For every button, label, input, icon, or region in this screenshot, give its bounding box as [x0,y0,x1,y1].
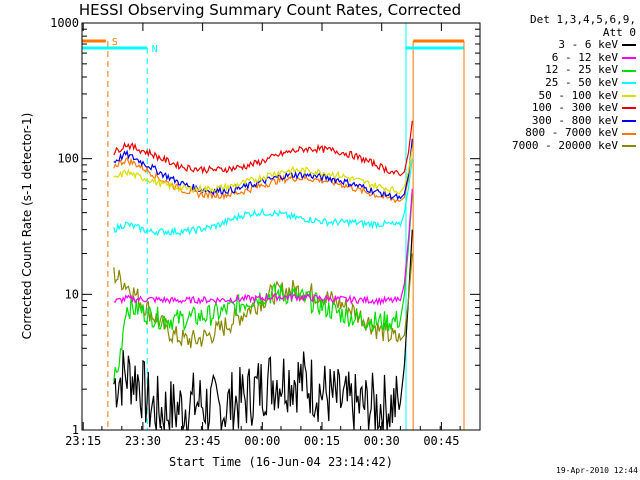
legend-swatch [622,69,636,72]
plot-timestamp: 19-Apr-2010 12:44 [556,466,638,475]
legend-entry-label: 3 - 6 keV [558,38,618,52]
legend-entry-label: 50 - 100 keV [538,88,618,102]
legend-swatch [622,94,636,97]
saa-marker-label: S [112,37,118,48]
x-tick-label: 23:45 [185,434,221,448]
series-line-3-6-kev [113,229,413,431]
legend-swatch [622,82,636,85]
series-line-800-7000-kev [113,143,413,204]
legend-swatch [622,132,636,135]
series-lines [113,120,413,431]
legend-entry: 7000 - 20000 keV [486,138,636,153]
legend-swatch [622,107,636,110]
legend-swatch [622,120,636,123]
legend-subtitle: Att 0 [602,25,636,39]
series-line-100-300-kev [113,120,413,177]
x-tick-label: 00:00 [244,434,280,448]
legend-entry: 3 - 6 keV [486,39,636,52]
legend-entry-label: 7000 - 20000 keV [512,138,618,152]
x-tick-label: 00:30 [364,434,400,448]
legend-entry: 25 - 50 keV [486,75,636,90]
legend-entry: 300 - 800 keV [486,113,636,128]
x-tick-label: 23:15 [65,434,101,448]
y-tick-label: 1 [72,423,79,437]
legend: Det 1,3,4,5,6,9, Att 0 3 - 6 keV 6 - 12 k… [486,13,636,153]
y-axis-label: Corrected Count Rate (s-1 detector-1) [20,113,34,340]
x-tick-label: 00:45 [423,434,459,448]
series-line-12-25-kev [113,193,413,381]
legend-entry: 50 - 100 keV [486,88,636,103]
legend-entry: 100 - 300 keV [486,102,636,115]
axes: 23:15 23:30 23:45 00:00 00:15 00:30 00:45 1 10 10… [50,16,481,448]
night-marker-label: N [152,44,158,55]
x-tick-label: 23:30 [125,434,161,448]
series-line-50-100-kev [113,147,413,195]
series-line-300-800-kev [113,138,413,201]
legend-entry: 12 - 25 keV [486,64,636,77]
legend-entry: 800 - 7000 keV [486,127,636,140]
legend-title: Det 1,3,4,5,6,9, [530,13,636,26]
legend-swatch [622,57,636,60]
y-tick-label: 10 [65,287,79,301]
series-line-25-50-kev [113,158,413,237]
legend-entry: 6 - 12 keV [486,50,636,65]
legend-swatch [622,44,636,47]
y-tick-label: 100 [57,152,79,166]
legend-entry-label: 800 - 7000 keV [525,126,618,140]
legend-entry-label: 25 - 50 keV [545,75,618,89]
legend-entry-label: 100 - 300 keV [531,101,618,115]
legend-swatch [622,145,636,148]
attenuator-markers: SN [82,23,465,430]
legend-entry-label: 12 - 25 keV [545,63,618,77]
legend-entry-label: 300 - 800 keV [531,113,618,127]
x-tick-label: 00:15 [304,434,340,448]
x-axis-label: Start Time (16-Jun-04 23:14:42) [169,455,393,469]
series-line-6-12-kev [113,188,413,307]
plot-frame [81,22,481,431]
y-tick-label: 1000 [50,16,79,30]
legend-entry-label: 6 - 12 keV [551,50,618,64]
chart-title: HESSI Observing Summary Count Rates, Cor… [78,1,462,19]
